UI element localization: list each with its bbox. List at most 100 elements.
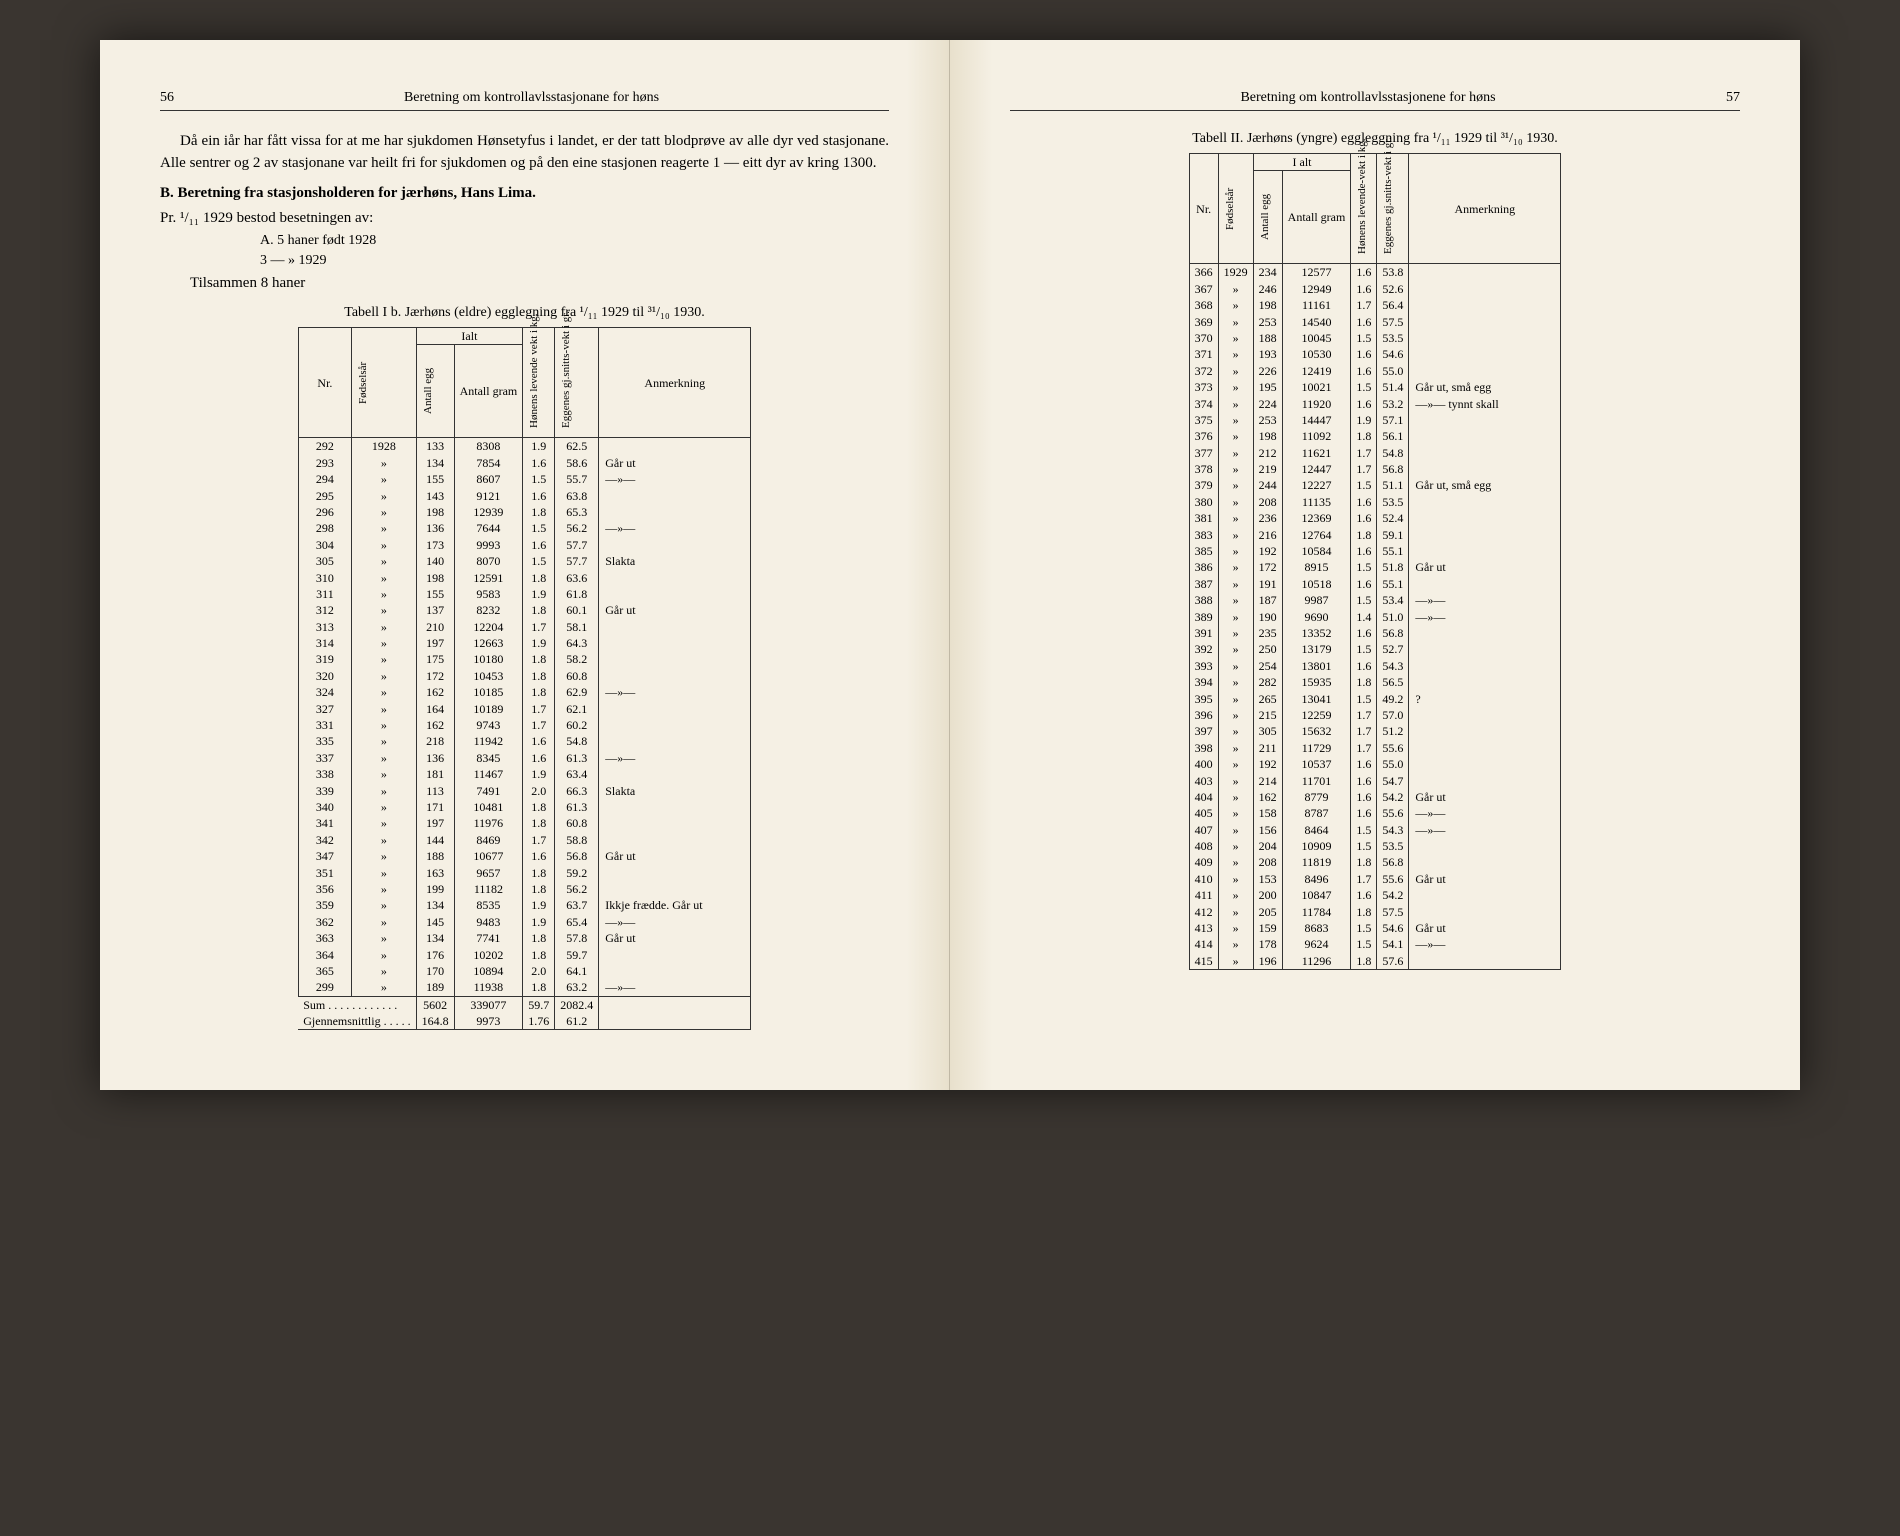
- table-cell: 63.7: [555, 897, 599, 913]
- table-cell: 8308: [454, 438, 523, 455]
- table-cell: »: [1218, 543, 1253, 559]
- table-row: 395»265130411.549.2?: [1189, 691, 1561, 707]
- table-cell: 12227: [1282, 477, 1351, 493]
- table-row: 369»253145401.657.5: [1189, 314, 1561, 330]
- table-cell: 1.8: [1351, 527, 1377, 543]
- table-cell: 54.2: [1377, 887, 1409, 903]
- table-cell: 60.8: [555, 668, 599, 684]
- table-cell: 58.8: [555, 832, 599, 848]
- table-cell: 137: [416, 602, 454, 618]
- table-cell: 1.6: [1351, 396, 1377, 412]
- table-cell: 218: [416, 733, 454, 749]
- left-header: 56 Beretning om kontrollavlsstasjonane f…: [160, 90, 889, 111]
- table-row: 391»235133521.656.8: [1189, 625, 1561, 641]
- table-cell: 373: [1189, 379, 1218, 395]
- table-cell: 403: [1189, 773, 1218, 789]
- table-cell: 9121: [454, 488, 523, 504]
- col-ialt: Ialt: [416, 328, 523, 345]
- table-cell: [599, 488, 751, 504]
- table-cell: »: [1218, 346, 1253, 362]
- table-cell: 392: [1189, 641, 1218, 657]
- avg-eggw: 61.2: [555, 1013, 599, 1030]
- table-cell: 387: [1189, 576, 1218, 592]
- table-row: 375»253144471.957.1: [1189, 412, 1561, 428]
- table-cell: 1.5: [1351, 691, 1377, 707]
- table-cell: 385: [1189, 543, 1218, 559]
- table-cell: 53.4: [1377, 592, 1409, 608]
- table-cell: 362: [298, 914, 351, 930]
- table-row: 394»282159351.856.5: [1189, 674, 1561, 690]
- table-cell: 143: [416, 488, 454, 504]
- table-row: 368»198111611.756.4: [1189, 297, 1561, 313]
- table-row: 305»14080701.557.7Slakta: [298, 553, 750, 569]
- table-cell: 226: [1253, 363, 1282, 379]
- table-cell: 12939: [454, 504, 523, 520]
- table-cell: »: [1218, 461, 1253, 477]
- table-cell: 1.5: [1351, 559, 1377, 575]
- table-row: 393»254138011.654.3: [1189, 658, 1561, 674]
- table-cell: 1.8: [523, 930, 555, 946]
- table-cell: 347: [298, 848, 351, 864]
- table-cell: 389: [1189, 609, 1218, 625]
- table-1b-avg-row: Gjennemsnittlig . . . . . 164.8 9973 1.7…: [298, 1013, 750, 1030]
- table-cell: Går ut, små egg: [1409, 477, 1561, 493]
- table-row: 392»250131791.552.7: [1189, 641, 1561, 657]
- table-cell: [1409, 707, 1561, 723]
- table-cell: 56.2: [555, 881, 599, 897]
- table-cell: 56.1: [1377, 428, 1409, 444]
- sum-eggw: 2082.4: [555, 996, 599, 1013]
- table-cell: 198: [1253, 428, 1282, 444]
- table-cell: 51.4: [1377, 379, 1409, 395]
- table-cell: 14540: [1282, 314, 1351, 330]
- table-row: 331»16297431.760.2: [298, 717, 750, 733]
- table-row: 311»15595831.961.8: [298, 586, 750, 602]
- table-cell: 394: [1189, 674, 1218, 690]
- table-cell: 62.5: [555, 438, 599, 455]
- table-cell: »: [1218, 494, 1253, 510]
- table-cell: —»—: [599, 914, 751, 930]
- table-cell: 1.6: [1351, 756, 1377, 772]
- sum-weight: 59.7: [523, 996, 555, 1013]
- table-cell: 11296: [1282, 953, 1351, 970]
- table-cell: »: [1218, 445, 1253, 461]
- table-cell: 414: [1189, 936, 1218, 952]
- table-cell: [1409, 527, 1561, 543]
- table-cell: 198: [1253, 297, 1282, 313]
- table-cell: 58.6: [555, 455, 599, 471]
- table-cell: »: [352, 897, 416, 913]
- table-cell: 377: [1189, 445, 1218, 461]
- table-cell: »: [1218, 936, 1253, 952]
- table-cell: 415: [1189, 953, 1218, 970]
- table-cell: 1.8: [1351, 428, 1377, 444]
- table-cell: 1.6: [523, 455, 555, 471]
- table-cell: 61.8: [555, 586, 599, 602]
- table-cell: »: [1218, 609, 1253, 625]
- table-cell: 374: [1189, 396, 1218, 412]
- table-2: Nr. Fødselsår I alt Hønens levende-vekt …: [1189, 153, 1562, 970]
- table-cell: »: [1218, 756, 1253, 772]
- table-cell: 1.8: [523, 799, 555, 815]
- table-cell: [599, 865, 751, 881]
- table-cell: »: [352, 848, 416, 864]
- table-cell: 7854: [454, 455, 523, 471]
- table-row: 335»218119421.654.8: [298, 733, 750, 749]
- table-cell: 246: [1253, 281, 1282, 297]
- table-cell: 299: [298, 979, 351, 996]
- table-cell: 1.5: [1351, 477, 1377, 493]
- left-page: 56 Beretning om kontrollavlsstasjonane f…: [100, 40, 950, 1090]
- table-cell: [1409, 510, 1561, 526]
- table-cell: 2.0: [523, 963, 555, 979]
- table-cell: Går ut: [599, 930, 751, 946]
- table-row: 373»195100211.551.4Går ut, små egg: [1189, 379, 1561, 395]
- table-cell: 66.3: [555, 783, 599, 799]
- table-cell: 10847: [1282, 887, 1351, 903]
- table-cell: 1.6: [523, 733, 555, 749]
- table-cell: 305: [298, 553, 351, 569]
- table-cell: 311: [298, 586, 351, 602]
- table-cell: 153: [1253, 871, 1282, 887]
- table-cell: [599, 504, 751, 520]
- table-1b: Nr. Fødselsår Ialt Hønens levende vekt i…: [298, 327, 751, 1030]
- table-cell: »: [1218, 871, 1253, 887]
- table-cell: 1.6: [1351, 773, 1377, 789]
- table-cell: 133: [416, 438, 454, 455]
